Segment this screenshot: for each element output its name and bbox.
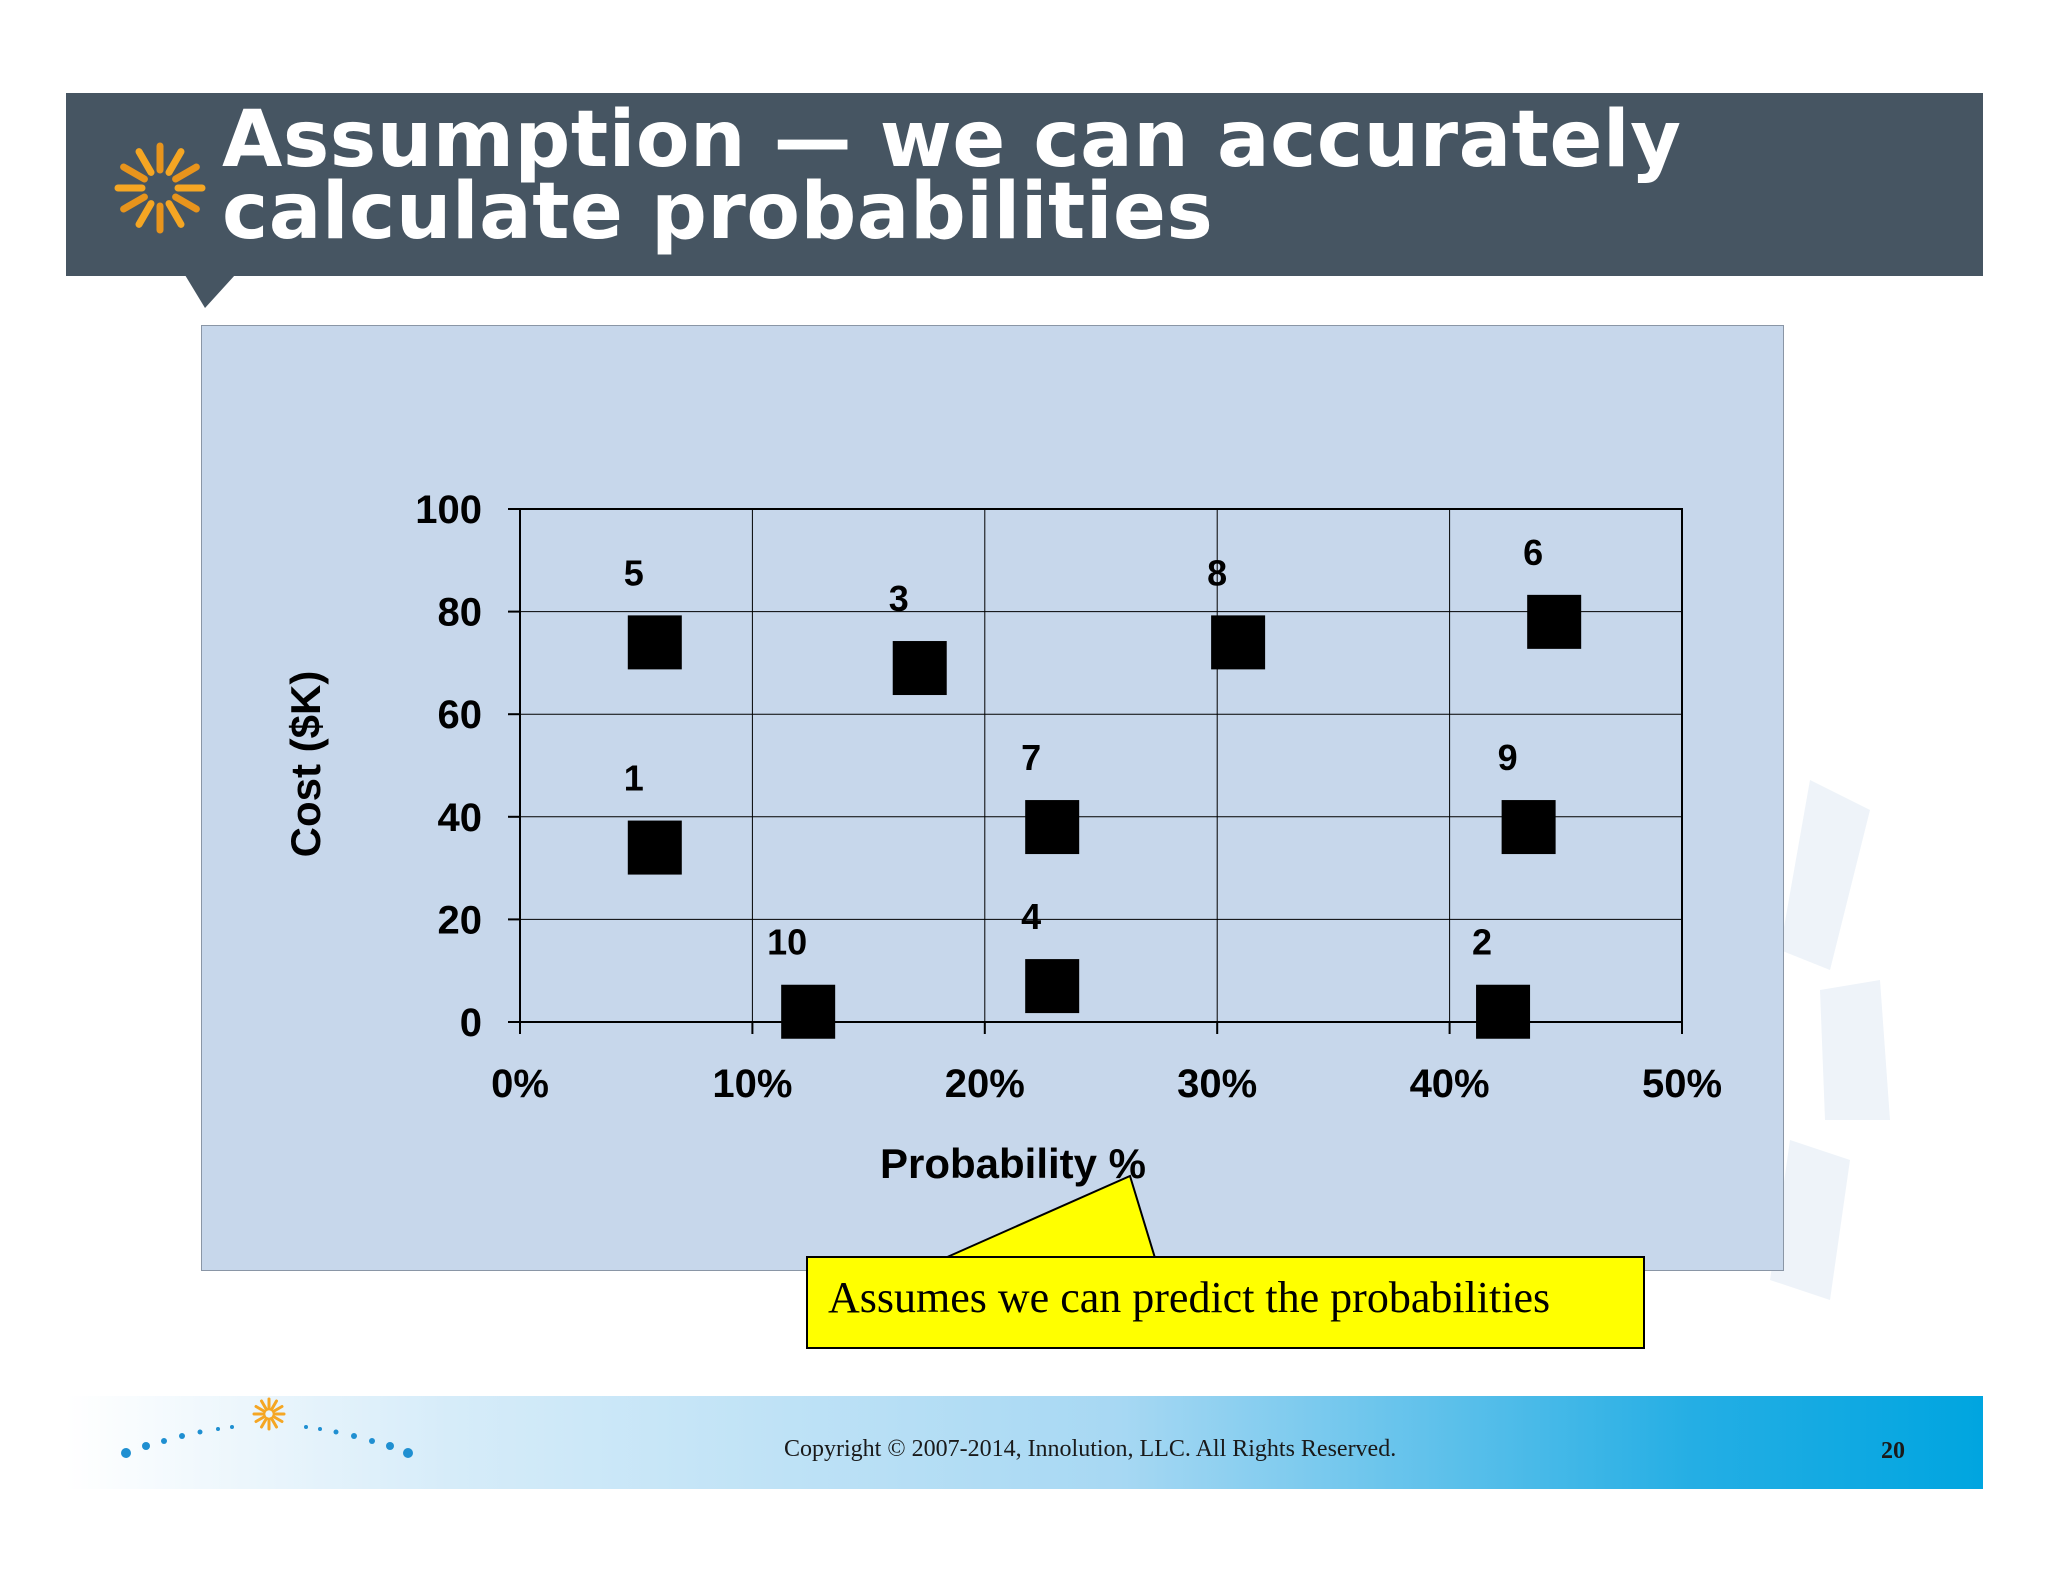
logo-dot bbox=[230, 1425, 234, 1429]
slide-title-line-1: Assumption — we can accurately bbox=[222, 95, 1682, 185]
data-point-label: 5 bbox=[624, 552, 644, 593]
logo-ray bbox=[260, 1399, 268, 1412]
y-tick-label: 0 bbox=[460, 1001, 482, 1045]
x-tick-label: 30% bbox=[1177, 1062, 1257, 1106]
data-point-label: 7 bbox=[1021, 737, 1041, 778]
callout-box: Assumes we can predict the probabilities bbox=[806, 1256, 1645, 1349]
logo-dot bbox=[197, 1429, 203, 1435]
title-pointer bbox=[185, 275, 235, 308]
sunburst-ray bbox=[172, 163, 200, 183]
x-tick-label: 40% bbox=[1410, 1062, 1490, 1106]
y-tick-label: 80 bbox=[438, 591, 483, 635]
logo-dot bbox=[216, 1427, 220, 1431]
title-bar bbox=[66, 93, 1983, 276]
logo-dot bbox=[403, 1448, 413, 1458]
sunburst-logo-icon bbox=[114, 142, 206, 234]
x-axis-label: Probability % bbox=[880, 1140, 1146, 1187]
logo-dot bbox=[318, 1427, 322, 1431]
chart-panel: 0 20 40 60 80 100 0% 10% 20% 30% 40% 50% 1 2 3 4 5 6 7 8 9… bbox=[201, 325, 1784, 1271]
logo-ray bbox=[270, 1399, 278, 1412]
data-point-label: 4 bbox=[1021, 896, 1041, 937]
y-tick-label: 60 bbox=[438, 693, 483, 737]
data-point-label: 8 bbox=[1207, 552, 1227, 593]
sunburst-ray bbox=[120, 163, 148, 183]
x-tick-label: 10% bbox=[712, 1062, 792, 1106]
data-markers bbox=[627, 594, 1582, 1039]
x-tick-labels: 0% 10% 20% 30% 40% 50% bbox=[491, 1062, 1722, 1106]
logo-dot bbox=[179, 1433, 185, 1439]
y-axis-label: Cost ($K) bbox=[282, 671, 329, 858]
page-number: 20 bbox=[1881, 1438, 1905, 1464]
logo-dot bbox=[333, 1429, 339, 1435]
data-point-marker bbox=[1501, 800, 1556, 855]
y-tick-label: 40 bbox=[438, 796, 483, 840]
data-point-marker bbox=[781, 984, 836, 1039]
data-point-marker bbox=[627, 820, 682, 875]
data-point-marker bbox=[627, 615, 682, 670]
watermark-logo bbox=[1770, 780, 1890, 1300]
logo-ray bbox=[270, 1416, 278, 1429]
data-point-marker bbox=[1211, 615, 1266, 670]
logo-ray bbox=[254, 1415, 267, 1423]
x-tick-label: 20% bbox=[945, 1062, 1025, 1106]
copyright-text: Copyright © 2007-2014, Innolution, LLC. … bbox=[784, 1436, 1397, 1462]
data-point-label: 1 bbox=[624, 758, 644, 799]
logo-dot bbox=[121, 1448, 131, 1458]
logo-ray bbox=[271, 1405, 284, 1413]
footer-bar: Copyright © 2007-2014, Innolution, LLC. … bbox=[66, 1396, 1983, 1489]
data-point-label: 10 bbox=[767, 922, 807, 963]
x-tick-label: 50% bbox=[1642, 1062, 1722, 1106]
sunburst-ray bbox=[172, 193, 200, 213]
data-point-marker bbox=[1527, 594, 1582, 649]
y-tick-label: 20 bbox=[438, 898, 483, 942]
logo-dot bbox=[161, 1438, 167, 1444]
scatter-chart: 0 20 40 60 80 100 0% 10% 20% 30% 40% 50% 1 2 3 4 5 6 7 8 9… bbox=[282, 488, 1722, 1187]
data-point-marker bbox=[892, 641, 947, 696]
innolution-logo-icon bbox=[121, 1397, 413, 1458]
slide-title-line-2: calculate probabilities bbox=[222, 167, 1214, 257]
logo-dot bbox=[369, 1438, 375, 1444]
data-point-marker bbox=[1476, 984, 1531, 1039]
x-tick-label: 0% bbox=[491, 1062, 549, 1106]
logo-ray bbox=[254, 1405, 267, 1413]
logo-ray bbox=[260, 1416, 268, 1429]
plot-area bbox=[519, 508, 1683, 1023]
logo-ray bbox=[271, 1415, 284, 1423]
logo-dot bbox=[386, 1442, 394, 1450]
data-point-label: 9 bbox=[1498, 737, 1518, 778]
y-tick-labels: 0 20 40 60 80 100 bbox=[415, 488, 482, 1045]
point-labels: 1 2 3 4 5 6 7 8 9 10 bbox=[624, 532, 1543, 963]
sunburst-ray bbox=[120, 193, 148, 213]
slide-title: Assumption — we can accurately calculate… bbox=[222, 95, 1922, 257]
logo-dot bbox=[304, 1425, 308, 1429]
logo-dot bbox=[351, 1433, 357, 1439]
data-point-label: 6 bbox=[1523, 532, 1543, 573]
data-point-marker bbox=[1025, 959, 1080, 1014]
sunburst-ray bbox=[165, 200, 185, 228]
callout-text: Assumes we can predict the probabilities bbox=[828, 1273, 1551, 1322]
y-tick-label: 100 bbox=[415, 488, 482, 532]
data-point-label: 2 bbox=[1472, 922, 1492, 963]
sunburst-ray bbox=[165, 148, 185, 176]
grid-lines bbox=[508, 508, 1683, 1034]
data-point-marker bbox=[1025, 800, 1080, 855]
sunburst-ray bbox=[135, 200, 155, 228]
sunburst-ray bbox=[135, 148, 155, 176]
data-point-label: 3 bbox=[889, 578, 909, 619]
logo-dot bbox=[142, 1442, 150, 1450]
